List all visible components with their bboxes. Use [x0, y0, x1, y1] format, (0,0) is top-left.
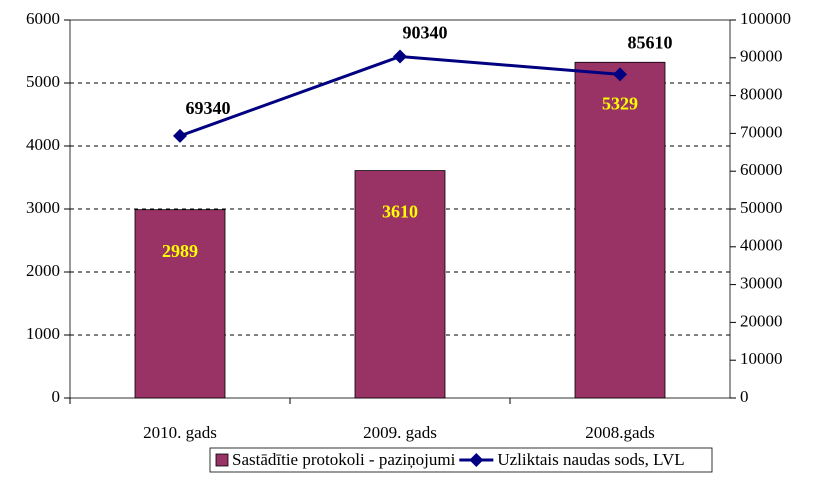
x-tick-label: 2010. gads: [143, 423, 217, 442]
y2-tick-label: 0: [740, 387, 749, 406]
line-value-label: 90340: [403, 23, 448, 43]
y-tick-label: 1000: [26, 324, 60, 343]
y2-tick-label: 20000: [740, 311, 783, 330]
y2-tick-label: 40000: [740, 236, 783, 255]
bar-value-label: 2989: [162, 241, 198, 261]
y-tick-label: 0: [52, 387, 61, 406]
y2-tick-label: 100000: [740, 9, 791, 28]
y2-tick-label: 90000: [740, 47, 783, 66]
x-tick-label: 2008.gads: [585, 423, 654, 442]
bar-value-label: 3610: [382, 202, 418, 222]
legend-marker: [469, 453, 484, 467]
y2-tick-label: 10000: [740, 349, 783, 368]
y-tick-label: 4000: [26, 135, 60, 154]
x-tick-label: 2009. gads: [363, 423, 437, 442]
y-tick-label: 5000: [26, 72, 60, 91]
bar-value-label: 5329: [602, 93, 638, 113]
legend-label: Sastādītie protokoli - paziņojumi: [232, 450, 456, 469]
y2-tick-label: 60000: [740, 160, 783, 179]
y2-tick-label: 70000: [740, 122, 783, 141]
bar: [134, 209, 226, 399]
line-marker: [613, 67, 627, 82]
bar: [354, 170, 446, 399]
line-value-label: 69340: [186, 98, 231, 118]
y2-tick-label: 50000: [740, 198, 783, 217]
y-tick-label: 3000: [26, 198, 60, 217]
y2-tick-label: 30000: [740, 274, 783, 293]
line-marker: [393, 49, 407, 64]
line-marker: [173, 128, 187, 143]
y-tick-label: 6000: [26, 9, 60, 28]
legend-swatch: [215, 453, 229, 467]
bar: [574, 61, 666, 399]
line-value-label: 85610: [628, 33, 673, 53]
legend-label: Uzliktais naudas sods, LVL: [497, 450, 684, 469]
y2-tick-label: 80000: [740, 85, 783, 104]
line: [179, 54, 621, 138]
y-tick-label: 2000: [26, 261, 60, 280]
